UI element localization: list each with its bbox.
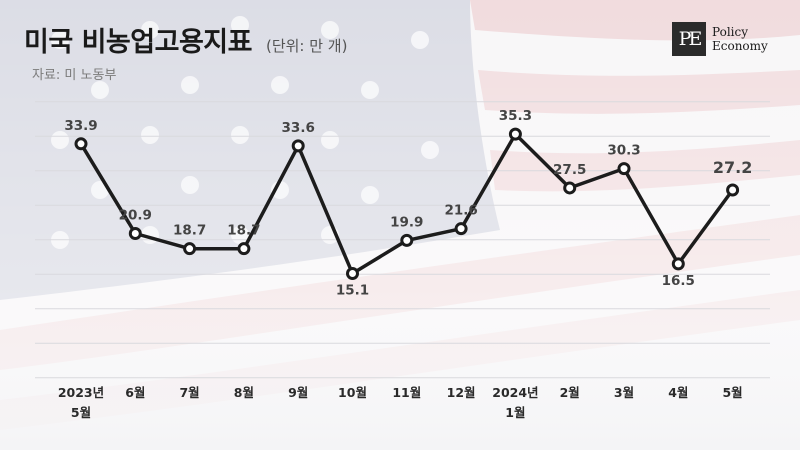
data-label: 15.1 — [336, 283, 369, 299]
data-label: 33.9 — [64, 118, 97, 134]
x-tick-line: 9월 — [288, 385, 308, 400]
data-point — [563, 181, 577, 195]
data-point — [726, 183, 740, 197]
data-point — [346, 267, 359, 281]
data-label: 27.5 — [553, 162, 586, 178]
x-tick-label: 5월 — [722, 385, 742, 400]
x-tick-label: 8월 — [234, 385, 254, 400]
logo-wordmark: Policy Economy — [712, 25, 768, 53]
data-point — [291, 139, 305, 153]
data-point — [237, 242, 251, 256]
series-group — [74, 127, 740, 281]
x-tick-line: 5월 — [722, 385, 742, 400]
data-labels: 33.9 20.9 18.7 18.7 33.6 15.1 19.9 21.6 35.3 27.5… — [64, 108, 752, 298]
data-label: 27.2 — [713, 158, 752, 177]
x-tick-line: 2024년 — [492, 385, 538, 400]
grid-lines — [35, 101, 770, 379]
data-point — [128, 226, 142, 240]
data-label: 30.3 — [607, 143, 640, 159]
logo-line-1: Policy — [712, 25, 748, 39]
x-tick-label: 11월 — [392, 385, 421, 400]
x-tick-line: 4월 — [668, 385, 688, 400]
data-label: 35.3 — [499, 108, 532, 124]
x-tick-label: 10월 — [338, 385, 367, 400]
data-point — [183, 242, 197, 256]
x-tick-label: 2024년 1월 — [492, 385, 538, 420]
brand-logo: PE Policy Economy — [672, 22, 768, 56]
data-point — [74, 137, 88, 151]
data-label: 16.5 — [662, 273, 695, 289]
data-label: 18.7 — [227, 223, 260, 239]
x-tick-label: 2023년 5월 — [58, 385, 104, 420]
x-tick-line: 1월 — [505, 405, 525, 420]
x-tick-line: 10월 — [338, 385, 367, 400]
x-tick-label: 3월 — [614, 385, 634, 400]
x-tick-line: 11월 — [392, 385, 421, 400]
x-axis: 2023년 5월 6월 7월 8월 9월 10월 11월 12월 2024년 1월 2월 3월 4월 5월 — [58, 385, 743, 420]
logo-mark-icon: PE — [672, 22, 706, 56]
logo-line-2: Economy — [712, 39, 768, 53]
source-label: 자료: 미 노동부 — [32, 68, 117, 83]
data-point — [671, 257, 685, 271]
data-label: 33.6 — [282, 120, 315, 136]
page-title: 미국 비농업고용지표 — [24, 27, 252, 58]
data-point — [617, 162, 631, 176]
data-label: 18.7 — [173, 223, 206, 239]
title-block: 미국 비농업고용지표 (단위: 만 개) — [24, 20, 347, 59]
unit-label: (단위: 만 개) — [265, 37, 348, 55]
x-tick-line: 12월 — [447, 385, 476, 400]
x-tick-line: 7월 — [179, 385, 199, 400]
x-tick-label: 4월 — [668, 385, 688, 400]
data-point — [400, 233, 414, 247]
x-tick-label: 6월 — [125, 385, 145, 400]
x-tick-line: 5월 — [71, 405, 91, 420]
data-label: 19.9 — [390, 214, 423, 230]
x-tick-line: 8월 — [234, 385, 254, 400]
x-tick-label: 9월 — [288, 385, 308, 400]
x-tick-label: 12월 — [447, 385, 476, 400]
x-tick-line: 2월 — [560, 385, 580, 400]
data-label: 21.6 — [444, 203, 477, 219]
data-point — [508, 127, 522, 141]
data-point — [454, 222, 468, 236]
x-tick-label: 2월 — [560, 385, 580, 400]
x-tick-line: 2023년 — [58, 385, 104, 400]
data-label: 20.9 — [119, 207, 152, 223]
x-tick-line: 6월 — [125, 385, 145, 400]
x-tick-line: 3월 — [614, 385, 634, 400]
x-tick-label: 7월 — [179, 385, 199, 400]
